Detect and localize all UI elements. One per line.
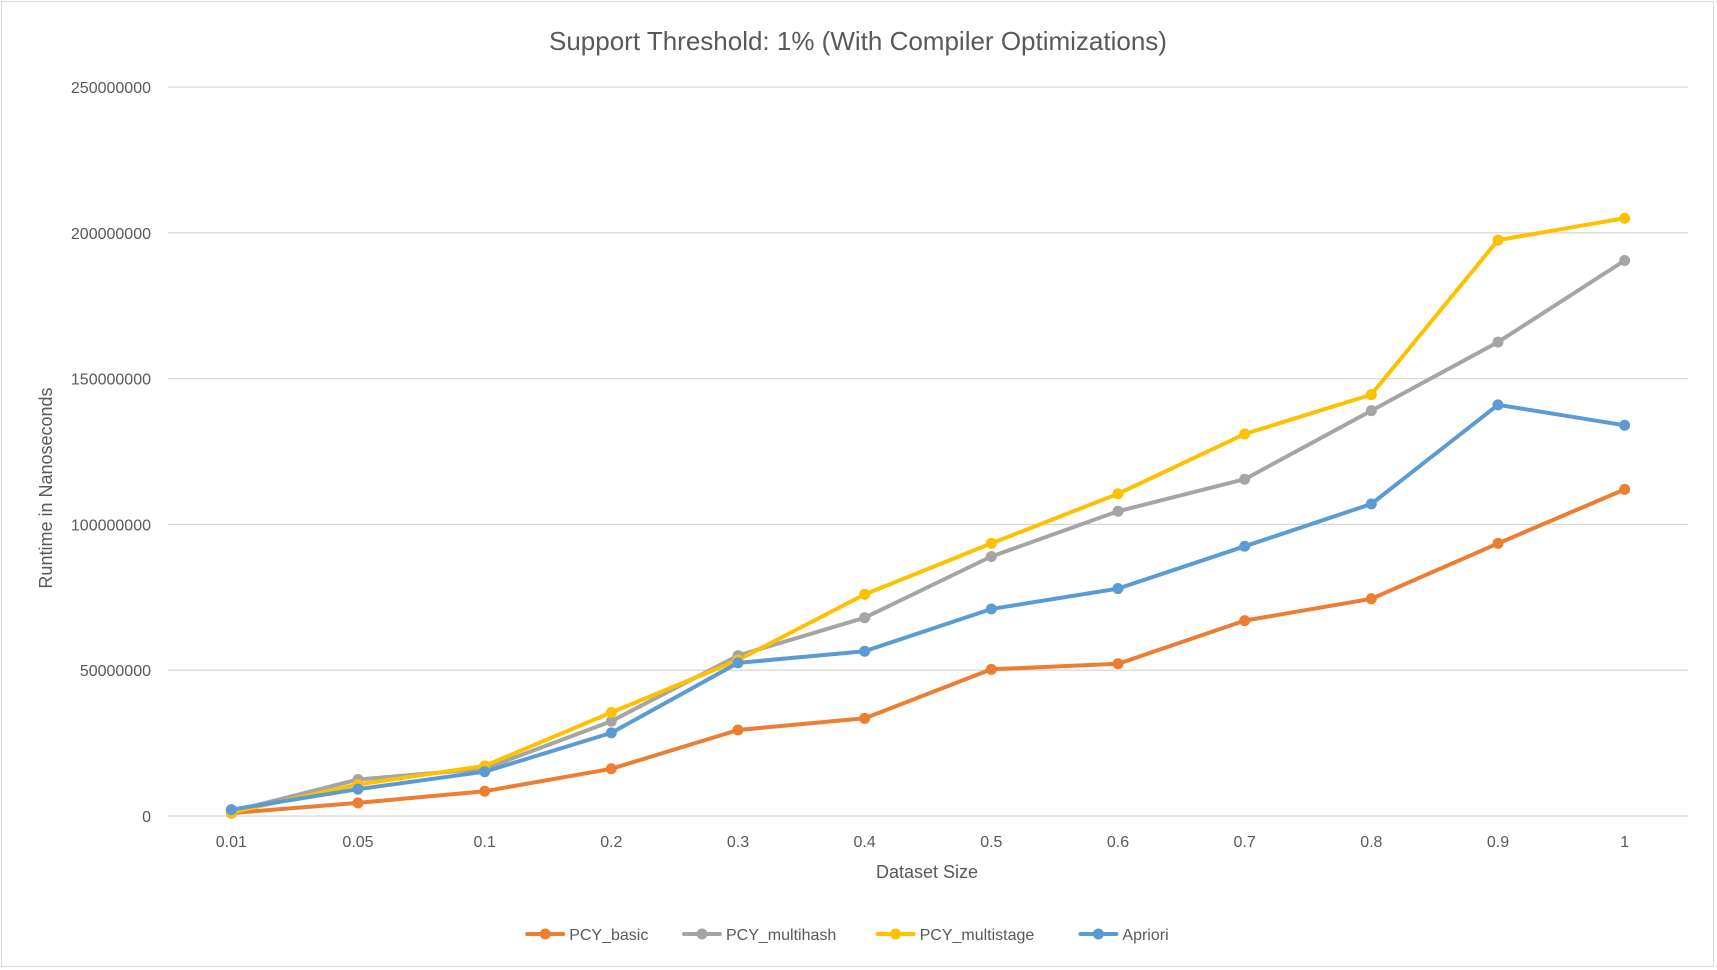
data-point-Apriori (859, 645, 871, 657)
x-tick-label: 0.1 (474, 834, 496, 851)
data-point-PCY_multistage (859, 588, 871, 600)
data-point-PCY_multihash (1365, 405, 1377, 417)
data-point-Apriori (1492, 399, 1504, 411)
x-tick-label: 0.5 (980, 834, 1002, 851)
x-tick-label: 0.4 (854, 834, 876, 851)
x-tick-label: 0.01 (216, 834, 247, 851)
data-point-PCY_basic (1112, 658, 1124, 670)
series-line-PCY_basic (229, 487, 1627, 816)
legend-item: Apriori (1078, 927, 1169, 944)
y-tick-label: 0 (142, 809, 151, 826)
x-axis-label: Dataset Size (876, 862, 978, 882)
data-point-PCY_multihash (1112, 505, 1124, 517)
y-axis-ticks: 0 50000000 100000000 150000000 200000000 2500… (71, 80, 151, 826)
y-tick-label: 50000000 (80, 663, 151, 680)
data-point-PCY_multihash (859, 612, 871, 624)
data-point-Apriori (225, 804, 237, 816)
legend-label: PCY_multihash (726, 927, 836, 944)
legend-item: PCY_multistage (875, 927, 1035, 944)
series-line-PCY_multistage (229, 216, 1627, 815)
data-point-PCY_multihash (1492, 336, 1504, 348)
data-point-PCY_basic (1619, 483, 1631, 495)
x-tick-label: 0.6 (1107, 834, 1129, 851)
gridlines (168, 86, 1688, 817)
data-point-Apriori (732, 657, 744, 669)
legend-swatch-marker (539, 928, 551, 940)
legend-swatch-marker (1092, 928, 1104, 940)
x-tick-label: 1 (1620, 834, 1629, 851)
data-point-Apriori (1239, 540, 1251, 552)
data-point-PCY_multistage (985, 537, 997, 549)
x-axis-ticks: 0.01 0.05 0.1 0.2 0.3 0.4 0.5 0.6 0.7 0.8 0.9 1 (216, 834, 1629, 851)
y-tick-label: 100000000 (71, 517, 151, 534)
data-point-PCY_basic (1239, 615, 1251, 627)
data-point-PCY_multihash (985, 550, 997, 562)
data-point-Apriori (352, 783, 364, 795)
legend-label: PCY_multistage (920, 927, 1035, 944)
data-point-PCY_basic (352, 797, 364, 809)
data-point-PCY_basic (985, 663, 997, 675)
data-point-PCY_multistage (1365, 389, 1377, 401)
data-point-PCY_multistage (605, 706, 617, 718)
data-point-Apriori (1365, 498, 1377, 510)
data-point-PCY_multistage (1619, 212, 1631, 224)
legend-swatch-marker (890, 928, 902, 940)
series-points (225, 212, 1631, 819)
data-point-PCY_multistage (1239, 428, 1251, 440)
legend: PCY_basic PCY_multihash PCY_multistage Apri… (525, 927, 1169, 944)
x-tick-label: 0.05 (342, 834, 373, 851)
legend-item: PCY_basic (525, 927, 648, 944)
data-point-PCY_basic (1365, 593, 1377, 605)
data-point-PCY_multihash (1619, 255, 1631, 267)
legend-item: PCY_multihash (682, 927, 836, 944)
y-tick-label: 200000000 (71, 226, 151, 243)
x-tick-label: 0.2 (600, 834, 622, 851)
series-lines (229, 216, 1627, 816)
data-point-PCY_basic (1492, 537, 1504, 549)
data-point-Apriori (479, 766, 491, 778)
data-point-PCY_basic (732, 724, 744, 736)
data-point-PCY_multistage (1112, 488, 1124, 500)
data-point-PCY_basic (479, 785, 491, 797)
chart-title: Support Threshold: 1% (With Compiler Opt… (549, 26, 1167, 56)
series-line-Apriori (229, 402, 1627, 812)
legend-swatch-marker (696, 928, 708, 940)
data-point-PCY_basic (859, 712, 871, 724)
data-point-PCY_multistage (1492, 234, 1504, 246)
data-point-Apriori (985, 603, 997, 615)
data-point-PCY_multihash (1239, 473, 1251, 485)
x-tick-label: 0.9 (1487, 834, 1509, 851)
y-tick-label: 250000000 (71, 80, 151, 97)
y-tick-label: 150000000 (71, 372, 151, 389)
y-axis-label: Runtime in Nanoseconds (36, 387, 56, 588)
data-point-PCY_multihash (605, 715, 617, 727)
data-point-Apriori (1619, 419, 1631, 431)
data-point-Apriori (605, 727, 617, 739)
data-point-Apriori (1112, 583, 1124, 595)
data-point-PCY_basic (605, 763, 617, 775)
legend-label: PCY_basic (569, 927, 648, 944)
x-tick-label: 0.7 (1234, 834, 1256, 851)
x-tick-label: 0.8 (1360, 834, 1382, 851)
x-tick-label: 0.3 (727, 834, 749, 851)
legend-label: Apriori (1122, 927, 1168, 944)
